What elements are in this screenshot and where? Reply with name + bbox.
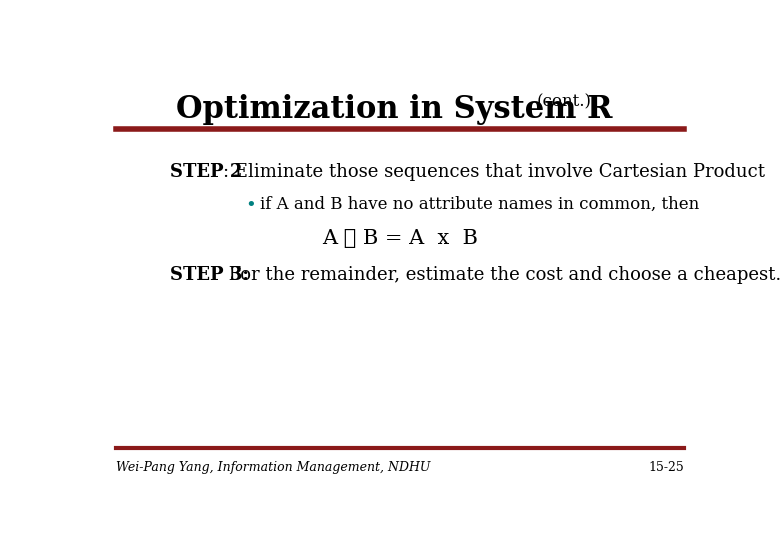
Text: (cont.): (cont.): [537, 93, 591, 110]
Text: STEP 3:: STEP 3:: [170, 266, 249, 285]
Text: STEP 2: STEP 2: [170, 163, 243, 180]
Text: Optimization in System R: Optimization in System R: [176, 94, 623, 125]
Text: Wei-Pang Yang, Information Management, NDHU: Wei-Pang Yang, Information Management, N…: [115, 461, 430, 474]
Text: 15-25: 15-25: [648, 461, 684, 474]
Text: A ⋈ B = A  x  B: A ⋈ B = A x B: [322, 229, 477, 248]
Text: For the remainder, estimate the cost and choose a cheapest.: For the remainder, estimate the cost and…: [222, 266, 780, 285]
Text: •: •: [246, 196, 257, 214]
Text: : Eliminate those sequences that involve Cartesian Product: : Eliminate those sequences that involve…: [222, 163, 764, 180]
Text: if A and B have no attribute names in common, then: if A and B have no attribute names in co…: [260, 196, 699, 213]
